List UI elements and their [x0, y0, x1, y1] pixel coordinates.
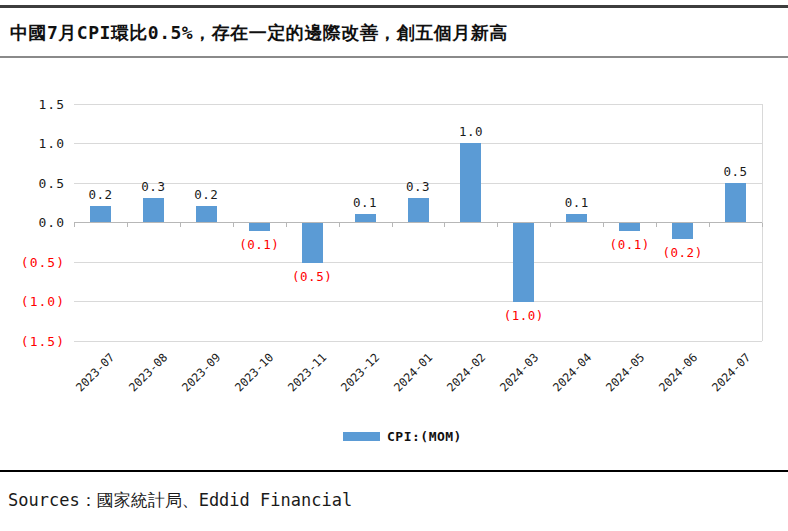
x-axis-tick — [233, 223, 234, 227]
x-axis-tick — [392, 223, 393, 227]
bar — [302, 223, 323, 263]
x-axis-category-label: 2023-11 — [235, 351, 328, 444]
x-axis-tick — [603, 223, 604, 227]
bar-value-label: (1.0) — [492, 309, 556, 322]
gridline — [74, 341, 762, 342]
x-axis-tick — [497, 223, 498, 227]
x-axis-category-label: 2024-04 — [500, 351, 593, 444]
bar — [408, 198, 429, 222]
plot-right-border — [762, 104, 763, 341]
report-page: { "header": { "title": "中國7月CPI環比0.5%，存在… — [0, 0, 788, 531]
bar-value-label: 0.3 — [386, 180, 450, 193]
bar — [725, 183, 746, 223]
bar-value-label: 0.1 — [545, 196, 609, 209]
y-axis-tick-label: (0.5) — [19, 256, 65, 269]
title-underline — [0, 56, 788, 58]
x-axis-category-label: 2023-07 — [24, 351, 117, 444]
x-axis-category-label: 2024-06 — [606, 351, 699, 444]
x-axis-category-label: 2024-05 — [553, 351, 646, 444]
bar — [619, 223, 640, 231]
chart-legend: CPI:(MOM) — [343, 429, 462, 443]
cpi-mom-bar-chart: 1.5 1.0 0.5 0.0 (0.5) (1.0) (1.5) 0.2 2023-07 0.3… — [0, 60, 788, 460]
y-axis-tick-label: (1.0) — [19, 295, 65, 308]
bar-value-label: (0.2) — [651, 246, 715, 259]
x-axis-tick — [444, 223, 445, 227]
x-axis-tick — [127, 223, 128, 227]
y-axis-tick-label: 1.0 — [19, 137, 65, 150]
bar — [355, 214, 376, 222]
x-axis-tick — [74, 223, 75, 227]
x-axis-tick — [180, 223, 181, 227]
x-axis-tick — [762, 223, 763, 227]
y-axis-tick-label: 1.5 — [19, 98, 65, 111]
x-axis-tick — [286, 223, 287, 227]
x-axis-tick — [709, 223, 710, 227]
bar — [460, 143, 481, 222]
x-axis-tick — [339, 223, 340, 227]
y-axis-tick-label: 0.5 — [19, 177, 65, 190]
bar-value-label: (0.5) — [280, 270, 344, 283]
bar-value-label: (0.1) — [227, 238, 291, 251]
bar — [566, 214, 587, 222]
bar-value-label: 0.2 — [174, 188, 238, 201]
bar — [196, 206, 217, 222]
gridline — [74, 104, 762, 105]
bar — [143, 198, 164, 222]
bar — [249, 223, 270, 231]
page-title: 中國7月CPI環比0.5%，存在一定的邊際改善，創五個月新高 — [10, 21, 508, 45]
bar-value-label: 1.0 — [439, 125, 503, 138]
legend-swatch-icon — [343, 432, 380, 441]
bar — [513, 223, 534, 302]
y-axis-tick-label: (1.5) — [19, 335, 65, 348]
gridline — [74, 143, 762, 144]
legend-series-label: CPI:(MOM) — [387, 429, 462, 444]
x-axis-category-label: 2023-10 — [182, 351, 275, 444]
footer-divider-line — [0, 470, 788, 472]
bar — [672, 223, 693, 239]
gridline — [74, 222, 762, 223]
y-axis-tick-label: 0.0 — [19, 216, 65, 229]
bar-value-label: 0.5 — [704, 165, 768, 178]
bar — [90, 206, 111, 222]
top-border-line — [0, 5, 788, 8]
x-axis-category-label: 2023-09 — [129, 351, 222, 444]
bar-value-label: 0.1 — [333, 196, 397, 209]
sources-text: Sources：國家統計局、Eddid Financial — [8, 489, 352, 512]
x-axis-category-label: 2024-07 — [659, 351, 752, 444]
x-axis-category-label: 2023-08 — [77, 351, 170, 444]
x-axis-tick — [656, 223, 657, 227]
gridline — [74, 262, 762, 263]
gridline — [74, 301, 762, 302]
x-axis-tick — [550, 223, 551, 227]
